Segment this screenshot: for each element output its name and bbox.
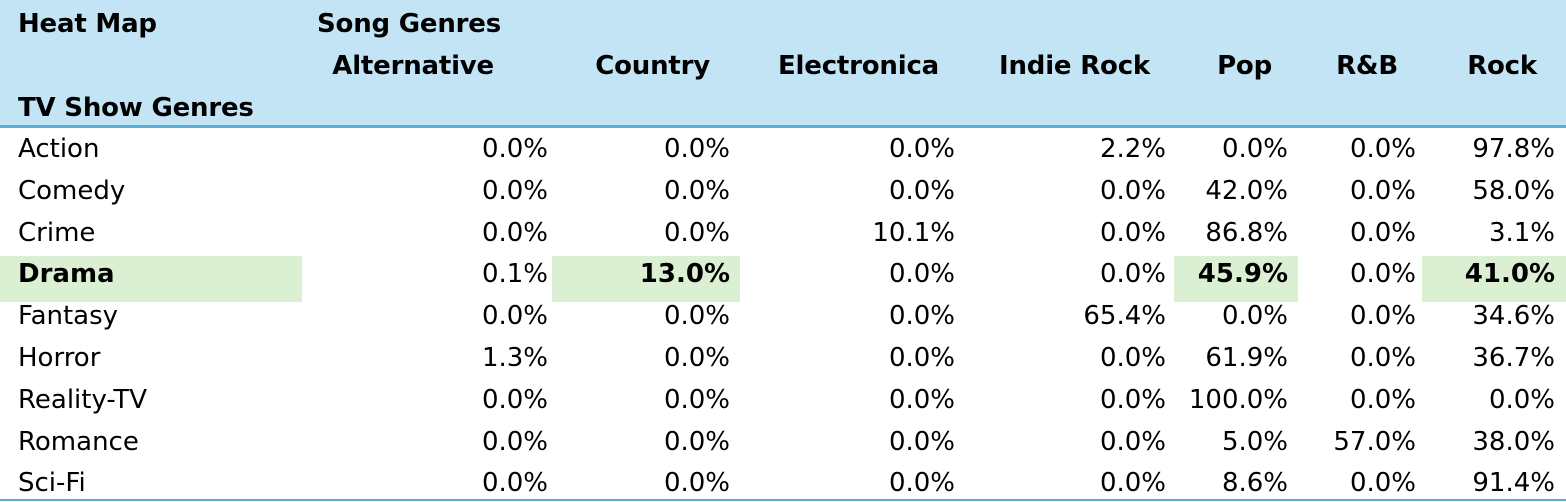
heat-map-cell: 0.0% — [1349, 384, 1416, 415]
heat-map-cell: 0.0% — [1099, 384, 1166, 415]
row-label: Action — [18, 134, 100, 164]
column-header: Alternative — [332, 51, 494, 81]
heat-map-cell: 0.0% — [1099, 343, 1166, 373]
heat-map-cell: 0.0% — [1099, 468, 1166, 499]
row-label: Reality-TV — [18, 384, 148, 415]
heat-map-cell: 0.0% — [888, 301, 955, 332]
heat-map-cell: 0.0% — [481, 134, 548, 164]
heat-map-cell: 10.1% — [872, 217, 955, 248]
row-label: Comedy — [18, 175, 126, 206]
heat-map-cell: 0.0% — [663, 343, 730, 373]
header-band — [0, 0, 1566, 125]
column-header: Pop — [1217, 51, 1272, 81]
heat-map-cell: 0.0% — [663, 175, 730, 206]
highlight-cell — [552, 256, 740, 303]
heat-map-cell: 0.0% — [1349, 175, 1416, 206]
heat-map-cell: 0.0% — [888, 343, 955, 373]
heat-map-cell: 0.0% — [1099, 426, 1166, 457]
heat-map-cell: 0.0% — [1349, 217, 1416, 248]
chart-title: Heat Map — [18, 9, 157, 39]
column-header: Electronica — [777, 51, 939, 81]
heat-map-cell: 0.0% — [1349, 343, 1416, 373]
heat-map-cell: 0.0% — [663, 217, 730, 248]
heat-map-cell: 34.6% — [1472, 301, 1555, 332]
row-label: Sci-Fi — [18, 468, 86, 499]
heat-map-cell: 0.0% — [1349, 468, 1416, 499]
heat-map-cell: 0.0% — [888, 426, 955, 457]
heat-map-cell: 0.0% — [663, 468, 730, 499]
heat-map-cell: 0.0% — [663, 426, 730, 457]
heat-map-cell: 41.0% — [1464, 259, 1555, 290]
heat-map-cell: 2.2% — [1099, 134, 1166, 164]
heat-map-cell: 58.0% — [1472, 175, 1555, 206]
heat-map-cell: 0.1% — [481, 259, 548, 290]
heat-map-cell: 0.0% — [888, 134, 955, 164]
column-header: Country — [595, 51, 710, 81]
heat-map-cell: 42.0% — [1205, 175, 1288, 206]
row-label: Fantasy — [18, 301, 119, 332]
heat-map-cell: 0.0% — [1349, 301, 1416, 332]
highlight-cell — [1422, 256, 1566, 303]
highlight-cell — [0, 256, 302, 303]
heat-map-cell: 0.0% — [481, 217, 548, 248]
heat-map-cell: 0.0% — [663, 384, 730, 415]
heat-map-cell: 0.0% — [481, 426, 548, 457]
column-header: Indie Rock — [999, 51, 1150, 81]
row-label: Crime — [18, 217, 96, 248]
heat-map-cell: 0.0% — [481, 384, 548, 415]
heat-map-cell: 36.7% — [1472, 343, 1555, 373]
heat-map-cell: 0.0% — [481, 175, 548, 206]
column-axis-label: Song Genres — [317, 9, 501, 39]
heat-map-cell: 0.0% — [888, 384, 955, 415]
heat-map-cell: 61.9% — [1205, 343, 1288, 373]
heat-map-cell: 100.0% — [1188, 384, 1288, 415]
heat-map-cell: 0.0% — [481, 468, 548, 499]
heat-map-cell: 0.0% — [888, 175, 955, 206]
heat-map-cell: 0.0% — [888, 259, 955, 290]
row-label: Horror — [18, 343, 101, 373]
heat-map-cell: 1.3% — [481, 343, 548, 373]
heat-map-cell: 8.6% — [1221, 468, 1288, 499]
heat-map-cell: 3.1% — [1488, 217, 1555, 248]
heat-map-cell: 38.0% — [1472, 426, 1555, 457]
heat-map-cell: 0.0% — [1349, 134, 1416, 164]
heat-map-cell: 0.0% — [663, 134, 730, 164]
heat-map-cell: 65.4% — [1083, 301, 1166, 332]
heat-map-cell: 0.0% — [663, 301, 730, 332]
heat-map-cell: 91.4% — [1472, 468, 1555, 499]
heat-map-cell: 0.0% — [481, 301, 548, 332]
heat-map-cell: 0.0% — [1349, 259, 1416, 290]
heat-map-cell: 0.0% — [888, 468, 955, 499]
column-header: Rock — [1467, 51, 1537, 81]
heat-map-cell: 0.0% — [1099, 217, 1166, 248]
heat-map-cell: 86.8% — [1205, 217, 1288, 248]
highlight-cell — [1174, 256, 1298, 303]
heat-map-cell: 0.0% — [1488, 384, 1555, 415]
heat-map-cell: 13.0% — [639, 259, 730, 290]
heat-map-cell: 0.0% — [1221, 301, 1288, 332]
heat-map-cell: 97.8% — [1472, 134, 1555, 164]
heat-map-cell: 0.0% — [1099, 259, 1166, 290]
row-axis-label: TV Show Genres — [18, 93, 254, 123]
heat-map-cell: 5.0% — [1221, 426, 1288, 457]
header-divider — [0, 125, 1566, 128]
heat-map-cell: 0.0% — [1099, 175, 1166, 206]
row-label: Drama — [18, 259, 115, 290]
bottom-divider — [0, 499, 1566, 501]
heat-map-cell: 0.0% — [1221, 134, 1288, 164]
row-label: Romance — [18, 426, 139, 457]
heat-map-cell: 45.9% — [1197, 259, 1288, 290]
column-header: R&B — [1336, 51, 1398, 81]
heat-map-cell: 57.0% — [1333, 426, 1416, 457]
